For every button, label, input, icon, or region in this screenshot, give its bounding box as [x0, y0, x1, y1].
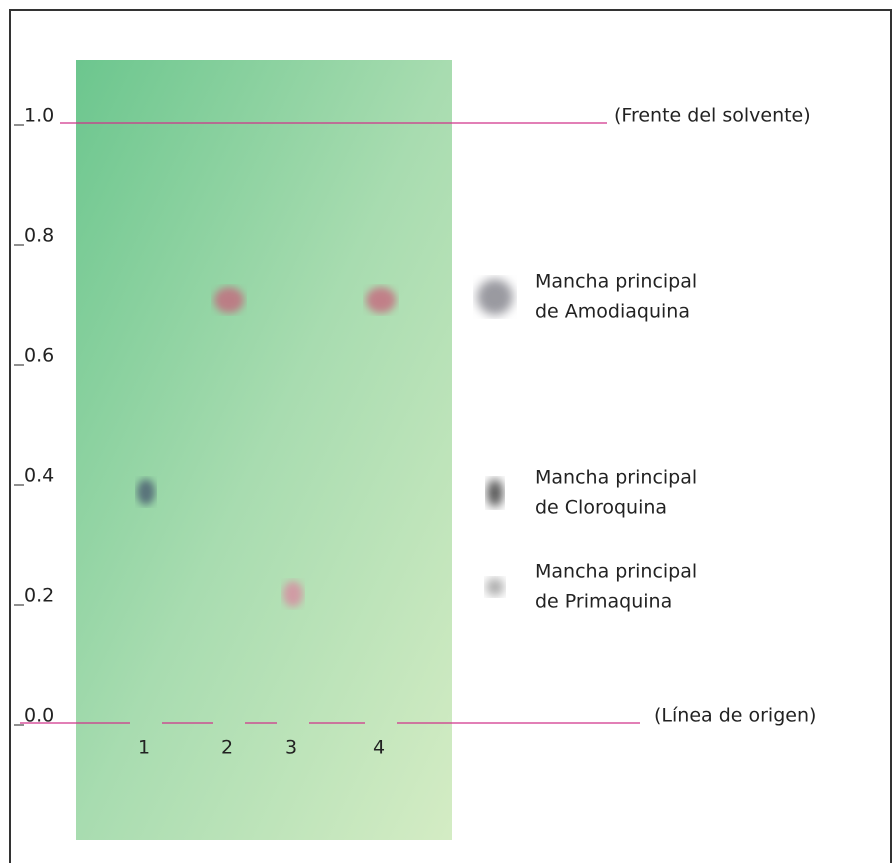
origin-label: (Línea de origen) — [654, 705, 816, 727]
spot — [214, 287, 244, 313]
legend-text: Mancha principal — [535, 561, 697, 583]
legend-text: de Cloroquina — [535, 497, 667, 519]
legend-spot — [486, 578, 504, 596]
tick-label: 0.6 — [24, 345, 54, 367]
legend-text: de Primaquina — [535, 591, 672, 613]
legend-text: Mancha principal — [535, 467, 697, 489]
tick-label: 1.0 — [24, 105, 54, 127]
tick-label: 0.2 — [24, 585, 54, 607]
diagram: 1.00.80.60.40.20.0(Frente del solvente)(… — [0, 0, 896, 863]
solvent-front-label: (Frente del solvente) — [614, 105, 811, 127]
tick-label: 0.4 — [24, 465, 54, 487]
legend-text: Mancha principal — [535, 271, 697, 293]
tick-label: 0.8 — [24, 225, 54, 247]
spot — [366, 287, 396, 313]
lane-label: 1 — [138, 737, 150, 759]
spot — [137, 479, 155, 505]
legend-spot — [487, 479, 503, 507]
legend-text: de Amodiaquina — [535, 301, 690, 323]
spot — [283, 581, 303, 607]
lane-label: 3 — [285, 737, 297, 759]
lane-label: 2 — [221, 737, 233, 759]
lane-label: 4 — [373, 737, 385, 759]
legend-spot — [477, 279, 513, 315]
page: 1.00.80.60.40.20.0(Frente del solvente)(… — [0, 0, 896, 863]
